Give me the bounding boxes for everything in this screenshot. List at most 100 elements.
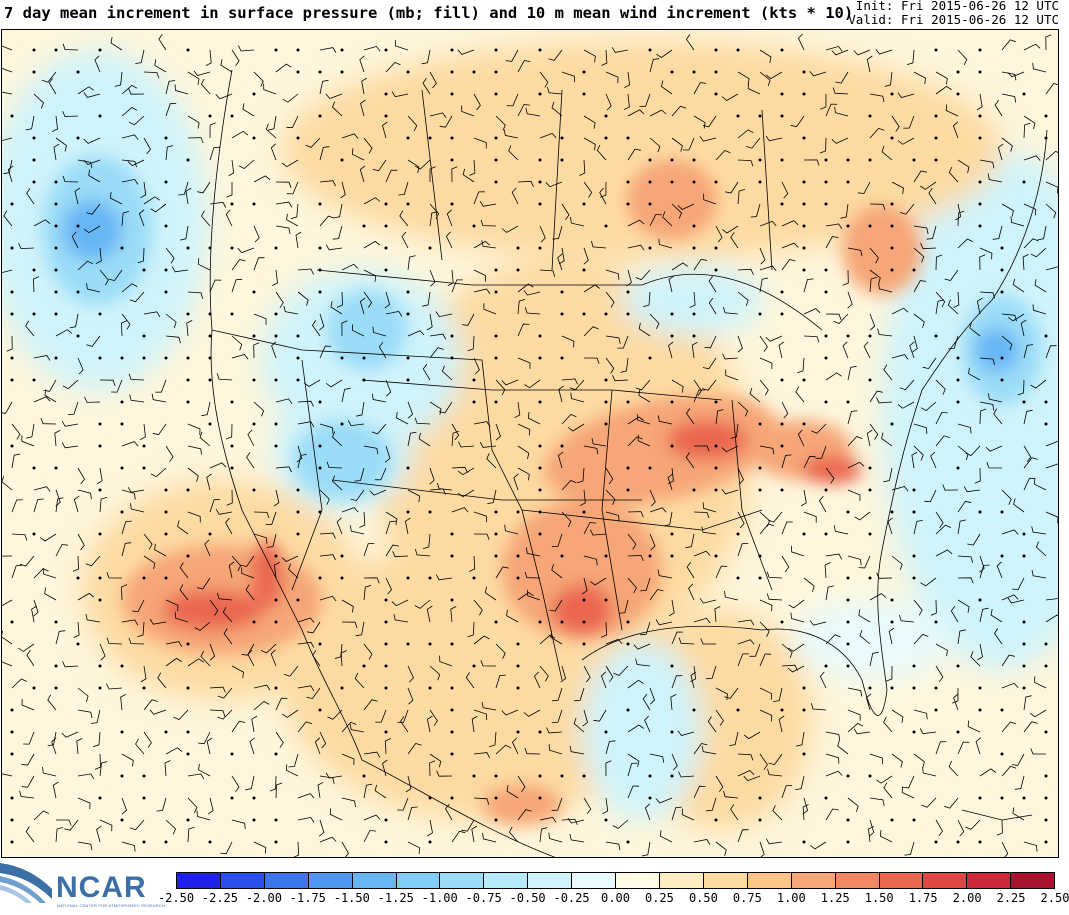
wind-barb — [649, 588, 664, 601]
wind-barb — [77, 709, 93, 719]
calm-wind-marker — [54, 312, 58, 316]
calm-wind-marker — [32, 686, 36, 690]
wind-barb — [1033, 676, 1047, 689]
wind-barb — [723, 790, 739, 799]
wind-barb — [1023, 841, 1038, 852]
calm-wind-marker — [648, 796, 652, 800]
wind-barb — [561, 414, 577, 425]
calm-wind-marker — [406, 510, 410, 514]
wind-barb — [267, 115, 277, 131]
wind-barb — [228, 159, 235, 177]
wind-barb — [473, 533, 490, 540]
calm-wind-marker — [362, 664, 366, 668]
wind-barb — [725, 369, 739, 381]
wind-barb — [847, 291, 853, 309]
wind-barb — [451, 279, 463, 293]
calm-wind-marker — [494, 620, 498, 624]
wind-barb — [759, 265, 777, 272]
calm-wind-marker — [362, 774, 366, 778]
wind-barb — [847, 461, 865, 469]
wind-barb — [759, 49, 772, 63]
calm-wind-marker — [560, 158, 564, 162]
wind-barb — [495, 379, 506, 396]
wind-barb — [557, 253, 563, 271]
calm-wind-marker — [648, 466, 652, 470]
wind-barb — [514, 401, 521, 419]
calm-wind-marker — [164, 356, 168, 360]
wind-barb — [746, 137, 761, 149]
wind-barb — [612, 375, 629, 382]
wind-barb — [427, 819, 433, 837]
wind-barb — [121, 134, 139, 140]
calm-wind-marker — [98, 576, 102, 580]
calm-wind-marker — [1022, 400, 1026, 404]
calm-wind-marker — [164, 290, 168, 294]
calm-wind-marker — [582, 92, 586, 96]
wind-barb — [501, 225, 519, 233]
wind-barb — [143, 731, 152, 748]
colorbar-bin-2 — [264, 873, 309, 888]
calm-wind-marker — [604, 136, 608, 140]
wind-barb — [84, 396, 101, 403]
calm-wind-marker — [824, 334, 828, 338]
wind-barb — [378, 341, 387, 359]
wind-barb — [286, 181, 299, 195]
calm-wind-marker — [1000, 378, 1004, 382]
calm-wind-marker — [802, 136, 806, 140]
calm-wind-marker — [406, 356, 410, 360]
calm-wind-marker — [846, 224, 850, 228]
calm-wind-marker — [318, 510, 322, 514]
wind-barb — [979, 607, 989, 623]
wind-barb — [44, 389, 57, 403]
wind-barb — [825, 223, 843, 230]
calm-wind-marker — [758, 180, 762, 184]
wind-barb — [359, 55, 365, 73]
wind-barb — [635, 379, 651, 391]
wind-barb — [993, 408, 1003, 425]
wind-barb — [414, 599, 431, 609]
wind-barb — [765, 335, 783, 342]
wind-barb — [506, 609, 519, 623]
calm-wind-marker — [164, 730, 168, 734]
wind-barb — [340, 650, 347, 667]
wind-barb — [1045, 614, 1058, 623]
wind-barb — [737, 467, 744, 485]
calm-wind-marker — [406, 312, 410, 316]
wind-barb — [883, 467, 893, 483]
wind-barb — [899, 379, 915, 391]
wind-barb — [469, 555, 476, 572]
calm-wind-marker — [670, 554, 674, 558]
wind-barb — [187, 797, 198, 814]
calm-wind-marker — [868, 158, 872, 162]
wind-barb — [359, 165, 366, 183]
wind-barb — [473, 357, 480, 375]
calm-wind-marker — [824, 202, 828, 206]
wind-barb — [429, 203, 440, 220]
calm-wind-marker — [934, 708, 938, 712]
calm-wind-marker — [230, 796, 234, 800]
wind-barb — [773, 687, 783, 702]
wind-barb — [72, 555, 79, 572]
calm-wind-marker — [538, 92, 542, 96]
calm-wind-marker — [472, 70, 476, 74]
calm-wind-marker — [582, 268, 586, 272]
wind-barb — [240, 555, 255, 568]
wind-barb — [374, 467, 387, 481]
wind-barb — [341, 841, 349, 857]
wind-barb — [222, 606, 233, 623]
wind-barb — [1045, 598, 1058, 601]
wind-barb — [881, 145, 893, 161]
wind-barb — [573, 717, 585, 733]
colorbar-bin-19 — [1011, 873, 1055, 888]
wind-barb — [228, 561, 235, 579]
calm-wind-marker — [736, 708, 740, 712]
wind-barb — [196, 577, 211, 590]
calm-wind-marker — [890, 598, 894, 602]
wind-barb — [1012, 577, 1025, 591]
wind-barb — [73, 621, 80, 638]
wind-barb — [165, 313, 177, 329]
wind-barb — [913, 599, 923, 616]
wind-barb — [767, 768, 783, 777]
wind-barb — [570, 217, 585, 227]
wind-barb — [1032, 304, 1047, 315]
